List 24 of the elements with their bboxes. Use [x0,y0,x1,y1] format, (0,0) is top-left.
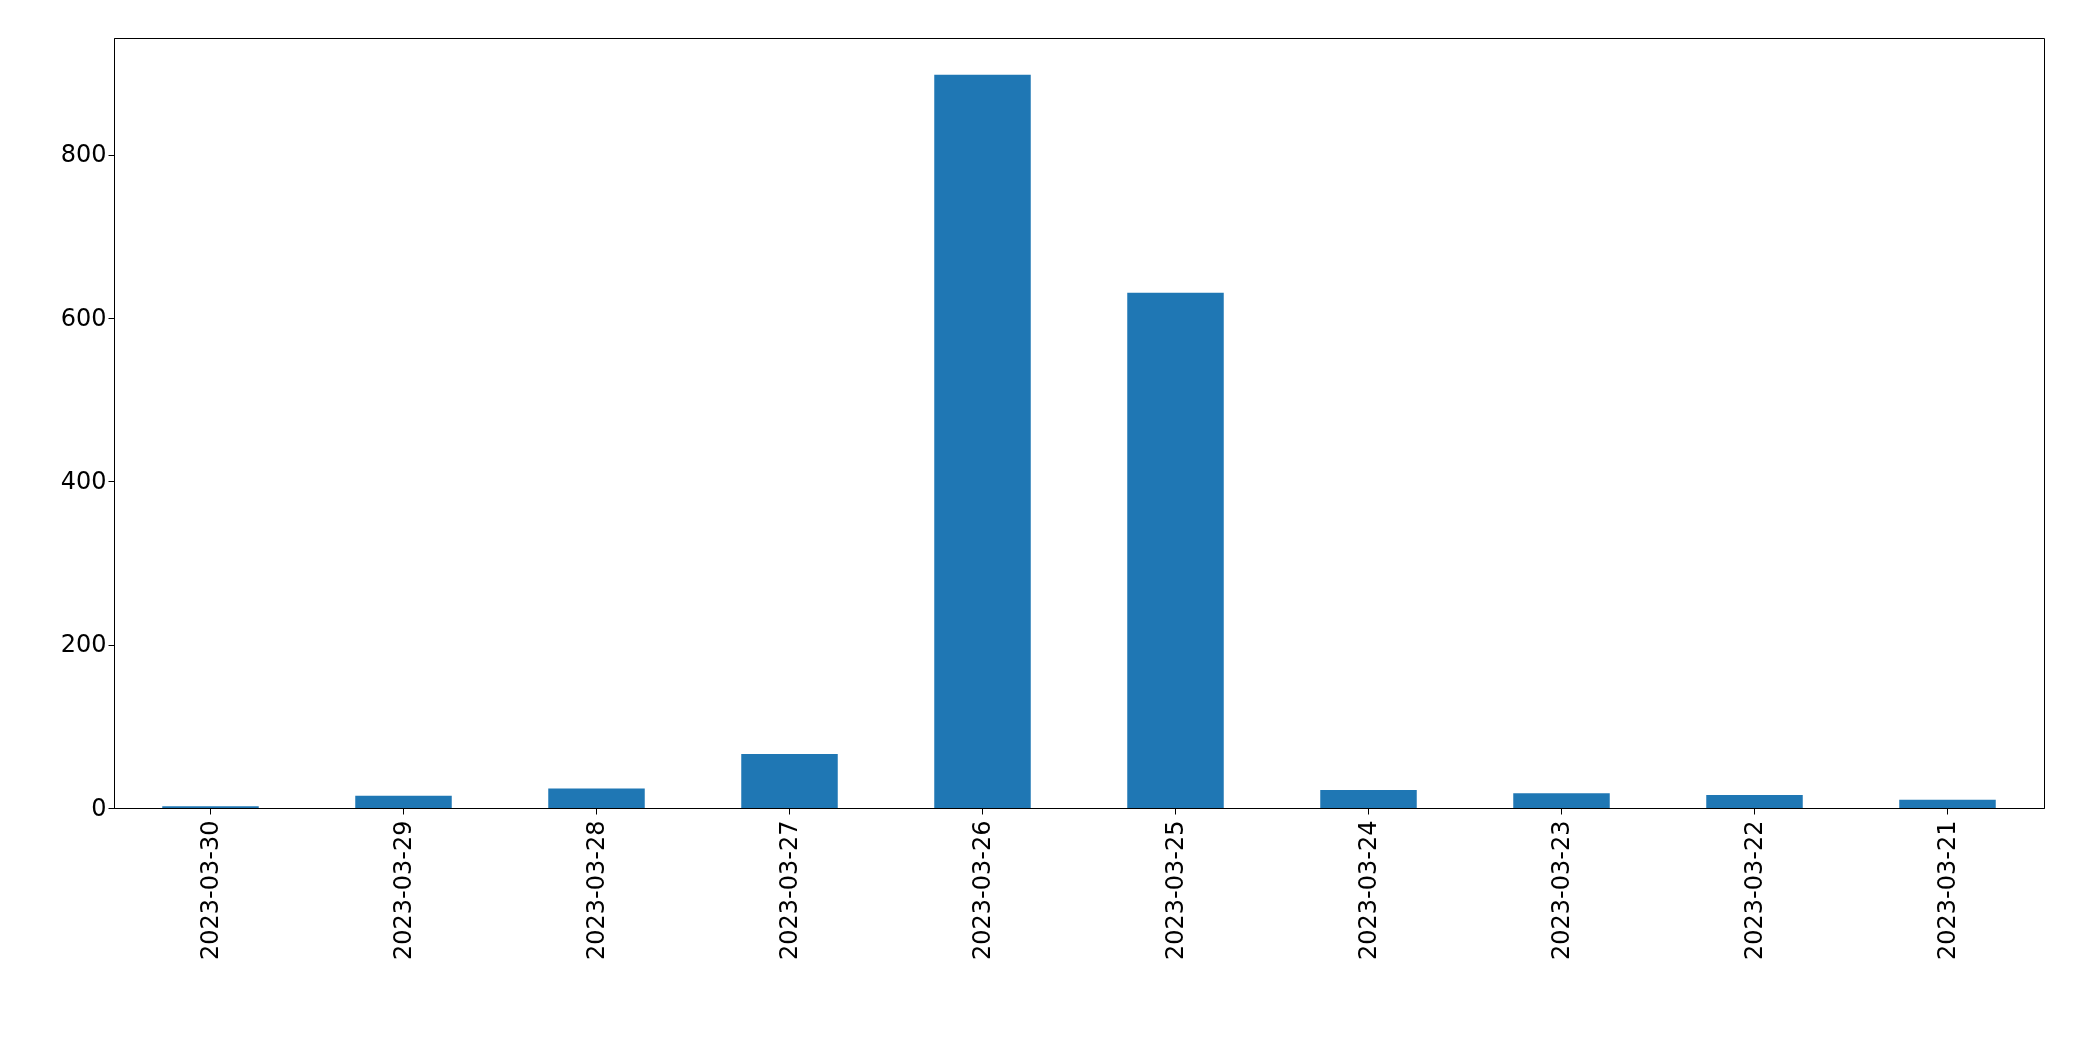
bar [1320,790,1417,808]
bar [1513,793,1610,808]
y-tick-label: 200 [60,630,107,659]
x-tick-label: 2023-03-25 [1160,820,1189,960]
x-tick-label: 2023-03-22 [1739,820,1768,960]
x-tick-label: 2023-03-23 [1546,820,1575,960]
bar [1127,292,1224,808]
x-tick-label: 2023-03-27 [774,820,803,960]
bar [1706,794,1803,808]
x-tick-label: 2023-03-28 [581,820,610,960]
bar [934,74,1031,808]
y-tick-label: 800 [60,140,107,169]
y-tick-label: 400 [60,466,107,495]
bar [741,754,838,808]
bar [548,788,645,808]
x-tick-label: 2023-03-24 [1353,820,1382,960]
bar [1899,799,1996,808]
y-tick-label: 0 [91,793,107,822]
x-tick-label: 2023-03-26 [967,820,996,960]
x-tick-label: 2023-03-21 [1932,820,1961,960]
y-tick-label: 600 [60,303,107,332]
x-tick-label: 2023-03-30 [195,820,224,960]
x-tick-label: 2023-03-29 [388,820,417,960]
bar [355,795,452,808]
